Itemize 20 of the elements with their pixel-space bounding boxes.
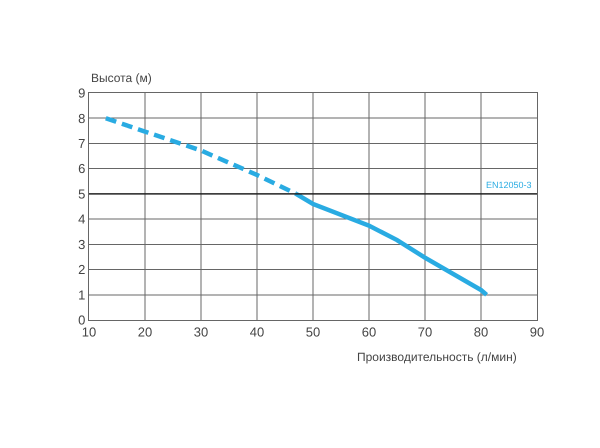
y-tick-label: 6 bbox=[78, 161, 86, 176]
y-axis-title: Высота (м) bbox=[91, 71, 152, 85]
y-tick-label: 9 bbox=[78, 86, 86, 101]
x-tick-label: 30 bbox=[194, 324, 208, 340]
y-tick-label: 3 bbox=[78, 236, 86, 252]
x-tick-label: 80 bbox=[474, 324, 488, 340]
y-tick-label: 8 bbox=[78, 110, 86, 126]
y-tick-label: 1 bbox=[78, 287, 86, 302]
x-axis-title: Производительность (л/мин) bbox=[357, 350, 517, 364]
x-tick-label: 40 bbox=[250, 324, 264, 340]
x-tick-label: 70 bbox=[418, 324, 432, 340]
x-tick-label: 50 bbox=[306, 324, 320, 340]
y-tick-label: 7 bbox=[78, 136, 86, 151]
x-tick-label: 60 bbox=[362, 324, 376, 340]
x-tick-label: 90 bbox=[530, 324, 544, 340]
x-tick-label: 20 bbox=[138, 324, 152, 340]
y-tick-label: 5 bbox=[78, 186, 86, 202]
y-tick-label: 4 bbox=[78, 212, 86, 227]
y-tick-label: 2 bbox=[78, 262, 86, 278]
ref-line-label: EN12050-3 bbox=[486, 180, 532, 190]
